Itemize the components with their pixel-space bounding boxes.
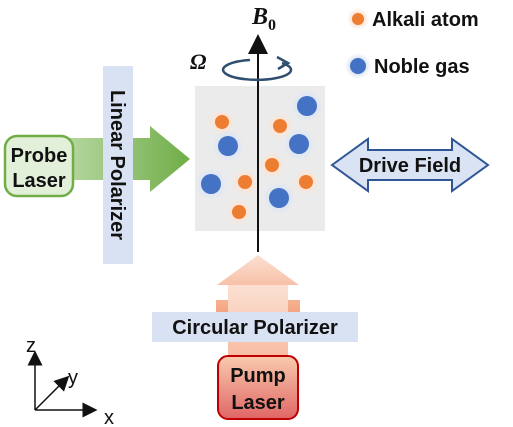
alkali-atom <box>293 169 319 195</box>
alkali-atom <box>267 113 293 139</box>
alkali-atom <box>232 169 258 195</box>
legend-label-alkali: Alkali atom <box>372 9 479 31</box>
noble-gas-atom <box>212 130 244 162</box>
rotation-label: Ω <box>190 49 207 74</box>
probe-laser-box <box>3 134 75 198</box>
pump-laser-box <box>217 355 299 420</box>
noble-gas-atom <box>291 90 323 122</box>
legend-marker-noble <box>350 58 366 74</box>
noble-gas-atom <box>195 168 227 200</box>
field-label: B0 <box>251 4 276 34</box>
x-axis-label: x <box>104 407 114 427</box>
drive-field-label: Drive Field <box>359 155 461 177</box>
probe-laser-label-line2: Laser <box>12 170 66 192</box>
linear-polarizer-label: Linear Polarizer <box>106 90 128 240</box>
linear-polarizer-box <box>103 66 133 264</box>
alkali-atom <box>209 109 235 135</box>
drive-field-arrow <box>330 137 490 193</box>
alkali-atom <box>226 199 252 225</box>
rotation-arrow-icon <box>221 55 293 82</box>
pump-laser-label-line2: Laser <box>231 392 285 414</box>
circular-polarizer-label: Circular Polarizer <box>172 317 338 339</box>
particles <box>195 90 323 225</box>
pump-laser-label-line1: Pump <box>230 365 286 387</box>
noble-gas-atom <box>283 128 315 160</box>
legend-label-noble: Noble gas <box>374 56 470 78</box>
legend: Alkali atom Noble gas <box>345 8 479 79</box>
alkali-atom <box>259 152 285 178</box>
z-axis-label: z <box>26 335 36 357</box>
probe-laser-label-line1: Probe <box>11 145 68 167</box>
legend-marker-alkali <box>352 13 364 25</box>
circular-polarizer-box <box>152 312 358 342</box>
y-axis-label: y <box>68 367 78 389</box>
noble-gas-atom <box>263 182 295 214</box>
coordinate-axes: z y x <box>26 335 114 427</box>
y-axis <box>34 375 70 411</box>
